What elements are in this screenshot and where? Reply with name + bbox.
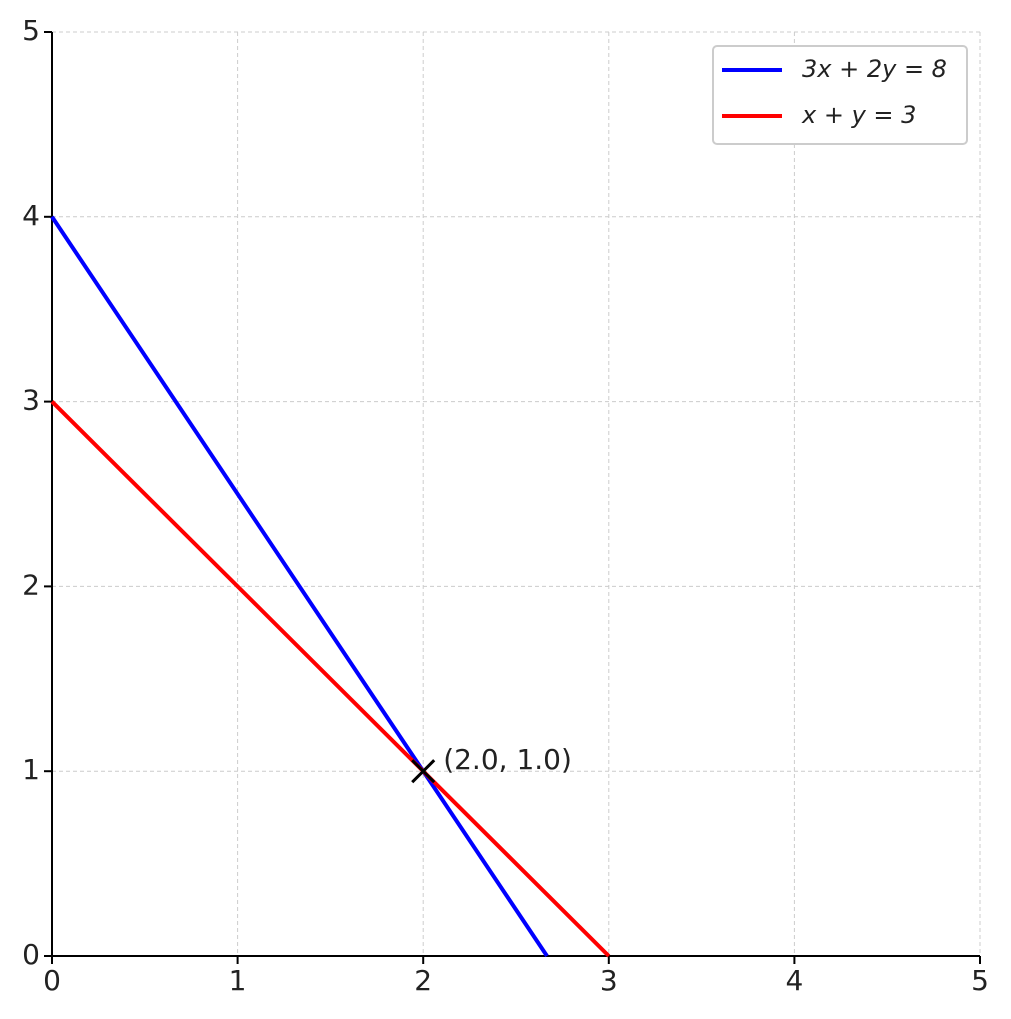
x-tick-label: 0 xyxy=(43,964,61,997)
y-tick-label: 3 xyxy=(22,384,40,417)
y-tick-label: 1 xyxy=(22,753,40,786)
data-line xyxy=(50,400,611,958)
x-tick-label: 1 xyxy=(229,964,247,997)
legend: 3x + 2y = 8 x + y = 3 xyxy=(712,45,968,145)
y-tick-label: 2 xyxy=(22,568,40,601)
x-tick-label: 2 xyxy=(414,964,432,997)
data-line xyxy=(50,215,549,958)
annotation: (2.0, 1.0) xyxy=(443,743,572,776)
x-tick-label: 3 xyxy=(600,964,618,997)
legend-label: 3x + 2y = 8 xyxy=(802,55,947,83)
y-tick-label: 4 xyxy=(22,199,40,232)
x-tick-label: 5 xyxy=(971,964,989,997)
intersection-marker xyxy=(411,759,436,784)
legend-label: x + y = 3 xyxy=(801,101,916,129)
x-tick-label: 4 xyxy=(785,964,803,997)
y-tick-label: 5 xyxy=(22,14,40,47)
y-tick-label: 0 xyxy=(22,938,40,971)
marker-cross xyxy=(411,759,436,784)
